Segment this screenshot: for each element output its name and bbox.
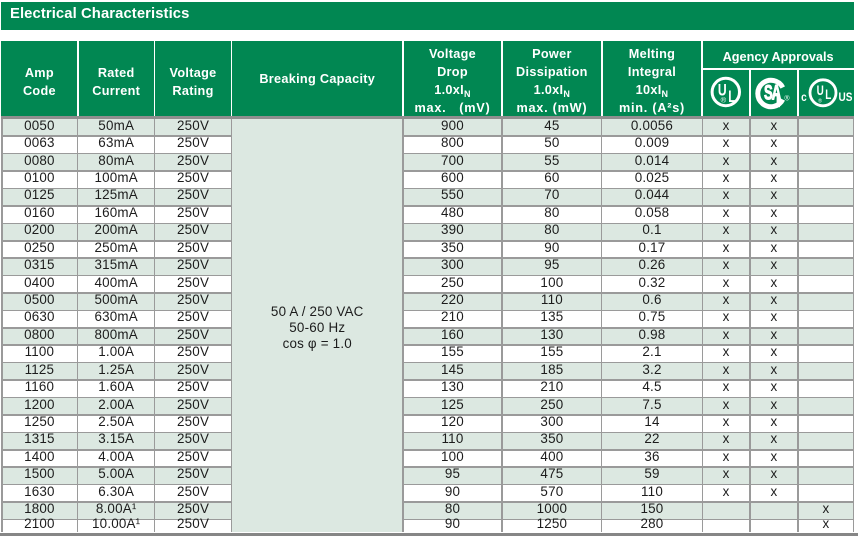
svg-text:S: S: [764, 80, 773, 104]
svg-text:c: c: [801, 91, 807, 104]
svg-text:L: L: [728, 87, 735, 105]
svg-text:U: U: [817, 82, 824, 98]
svg-text:L: L: [825, 86, 831, 102]
svg-text:®: ®: [818, 97, 822, 104]
svg-text:®: ®: [721, 96, 727, 105]
svg-text:US: US: [839, 91, 853, 104]
svg-text:®: ®: [784, 94, 790, 102]
svg-text:U: U: [718, 82, 727, 100]
svg-text:A: A: [772, 80, 782, 104]
